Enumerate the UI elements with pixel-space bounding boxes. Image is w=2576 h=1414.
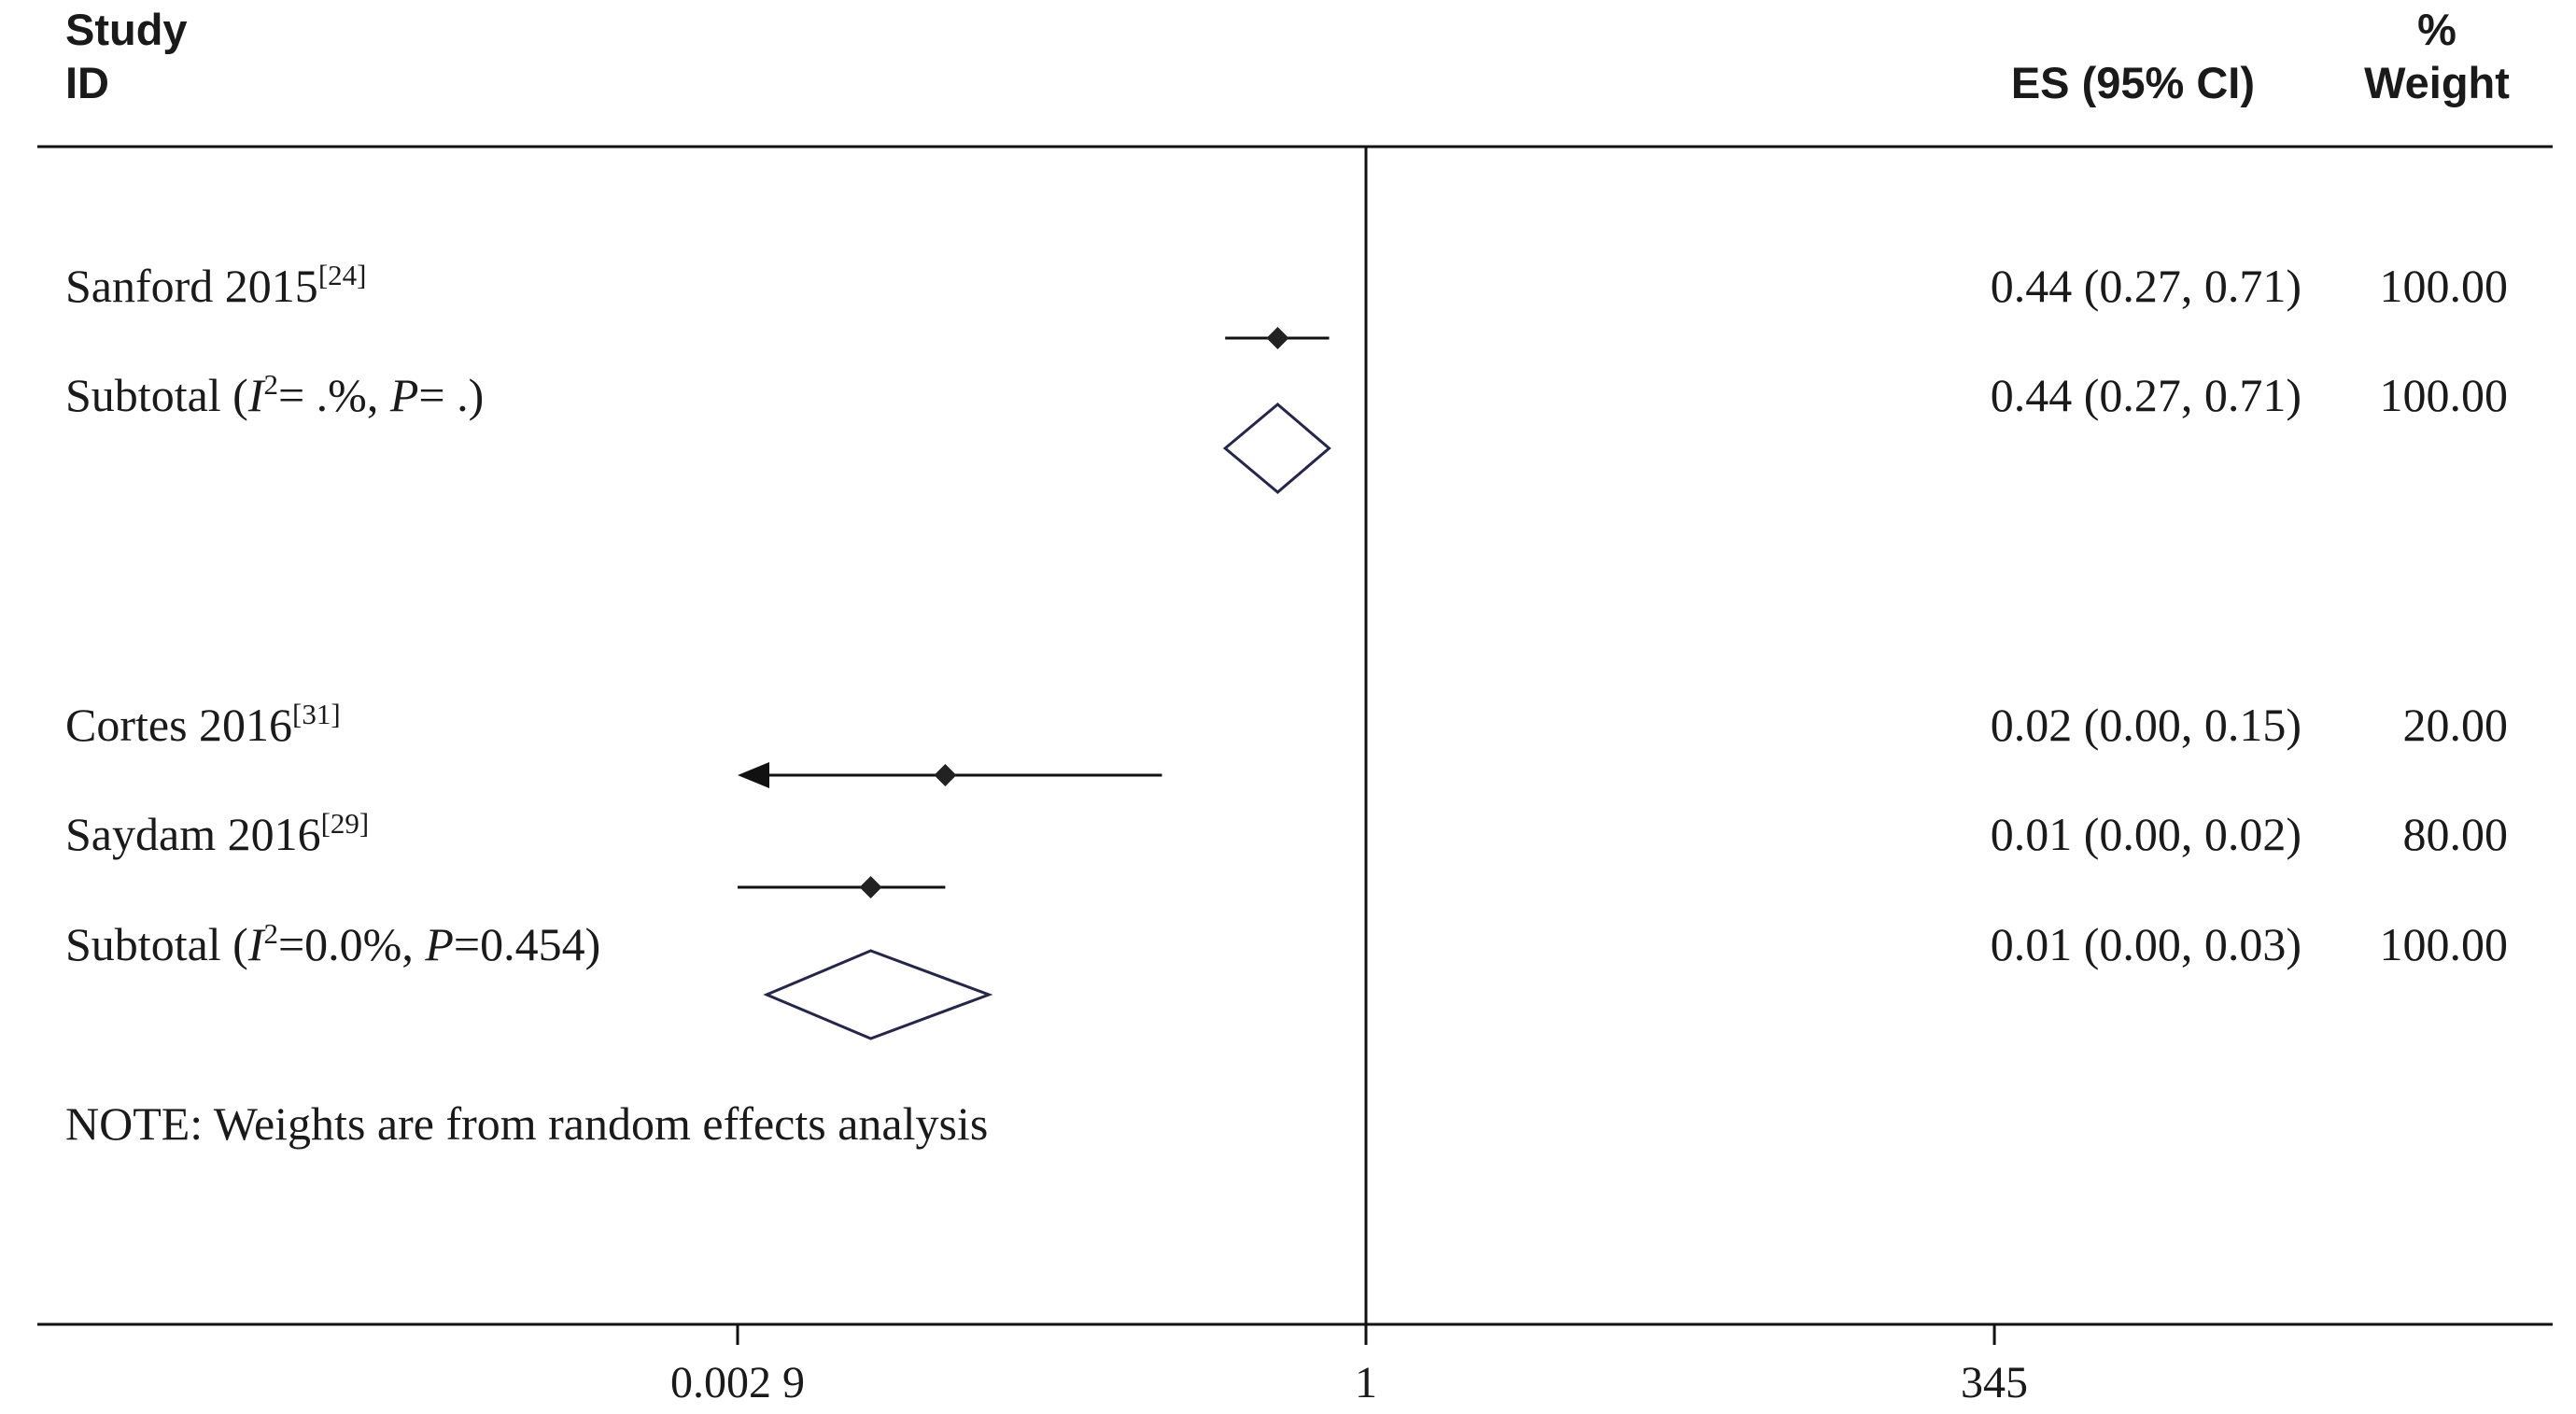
effect-size-text: 0.02 (0.00, 0.15) — [1991, 699, 2302, 751]
x-tick-label: 1 — [1355, 1358, 1377, 1407]
pooled-diamond — [1222, 403, 1331, 494]
x-axis-ticks: 0.002 9 1 345 — [670, 1324, 2028, 1407]
effect-size-text: 0.01 (0.00, 0.02) — [1991, 808, 2302, 860]
subtotal-label-pre: Subtotal ( — [65, 369, 248, 421]
weight-text: 100.00 — [2380, 918, 2509, 970]
study-ref: [29] — [321, 807, 370, 840]
subtotal-label-pre: Subtotal ( — [65, 918, 248, 970]
subtotal-p: P — [389, 369, 419, 421]
subtotal-i2-sup: 2 — [263, 917, 278, 950]
study-label: Saydam 2016[29] — [65, 807, 369, 860]
subtotal-i2-val: =0.0%, — [278, 918, 425, 970]
ci-arrow — [738, 762, 769, 788]
subtotal-p: P — [424, 918, 454, 970]
weight-text: 100.00 — [2380, 369, 2509, 421]
header-es-label: ES (95% CI) — [2011, 58, 2255, 107]
subtotal-p-val: =0.454) — [454, 918, 600, 970]
header-study-line1: Study — [65, 5, 188, 54]
subtotal-p-val: = .) — [418, 369, 484, 421]
effect-size-text: 0.01 (0.00, 0.03) — [1991, 918, 2302, 970]
effect-size-text: 0.44 (0.27, 0.71) — [1991, 369, 2302, 421]
header-study-line2: ID — [65, 58, 109, 107]
header-weight-line2: Weight — [2364, 58, 2510, 107]
subtotal-i2: I — [247, 918, 266, 970]
subtotal-i2: I — [247, 369, 266, 421]
pooled-diamond — [763, 949, 993, 1040]
study-label: Sanford 2015[24] — [65, 259, 366, 312]
subtotal-label: Subtotal (I2= .%, P= .) — [65, 368, 484, 421]
study-label: Cortes 2016[31] — [65, 698, 341, 751]
study-name: Cortes 2016 — [65, 699, 292, 751]
subtotal-i2-sup: 2 — [263, 368, 278, 401]
x-tick-label: 0.002 9 — [670, 1358, 805, 1407]
study-name: Sanford 2015 — [65, 260, 318, 312]
study-ref: [24] — [318, 259, 367, 291]
x-tick-label: 345 — [1961, 1358, 2028, 1407]
header-weight-line1: % — [2417, 5, 2456, 54]
subtotal-label: Subtotal (I2=0.0%, P=0.454) — [65, 917, 600, 970]
study-name: Saydam 2016 — [65, 808, 321, 860]
weight-text: 100.00 — [2380, 260, 2509, 312]
weight-text: 80.00 — [2403, 808, 2509, 860]
subtotal-i2-val: = .%, — [278, 369, 390, 421]
point-estimate — [859, 876, 882, 898]
weight-text: 20.00 — [2403, 699, 2509, 751]
rows-layer: Sanford 2015[24] 0.44 (0.27, 0.71) 100.00 S… — [65, 259, 2509, 1040]
weights-note: NOTE: Weights are from random effects an… — [65, 1097, 988, 1150]
point-estimate — [934, 764, 957, 786]
point-estimate — [1266, 327, 1289, 349]
effect-size-text: 0.44 (0.27, 0.71) — [1991, 260, 2302, 312]
study-ref: [31] — [292, 698, 341, 730]
